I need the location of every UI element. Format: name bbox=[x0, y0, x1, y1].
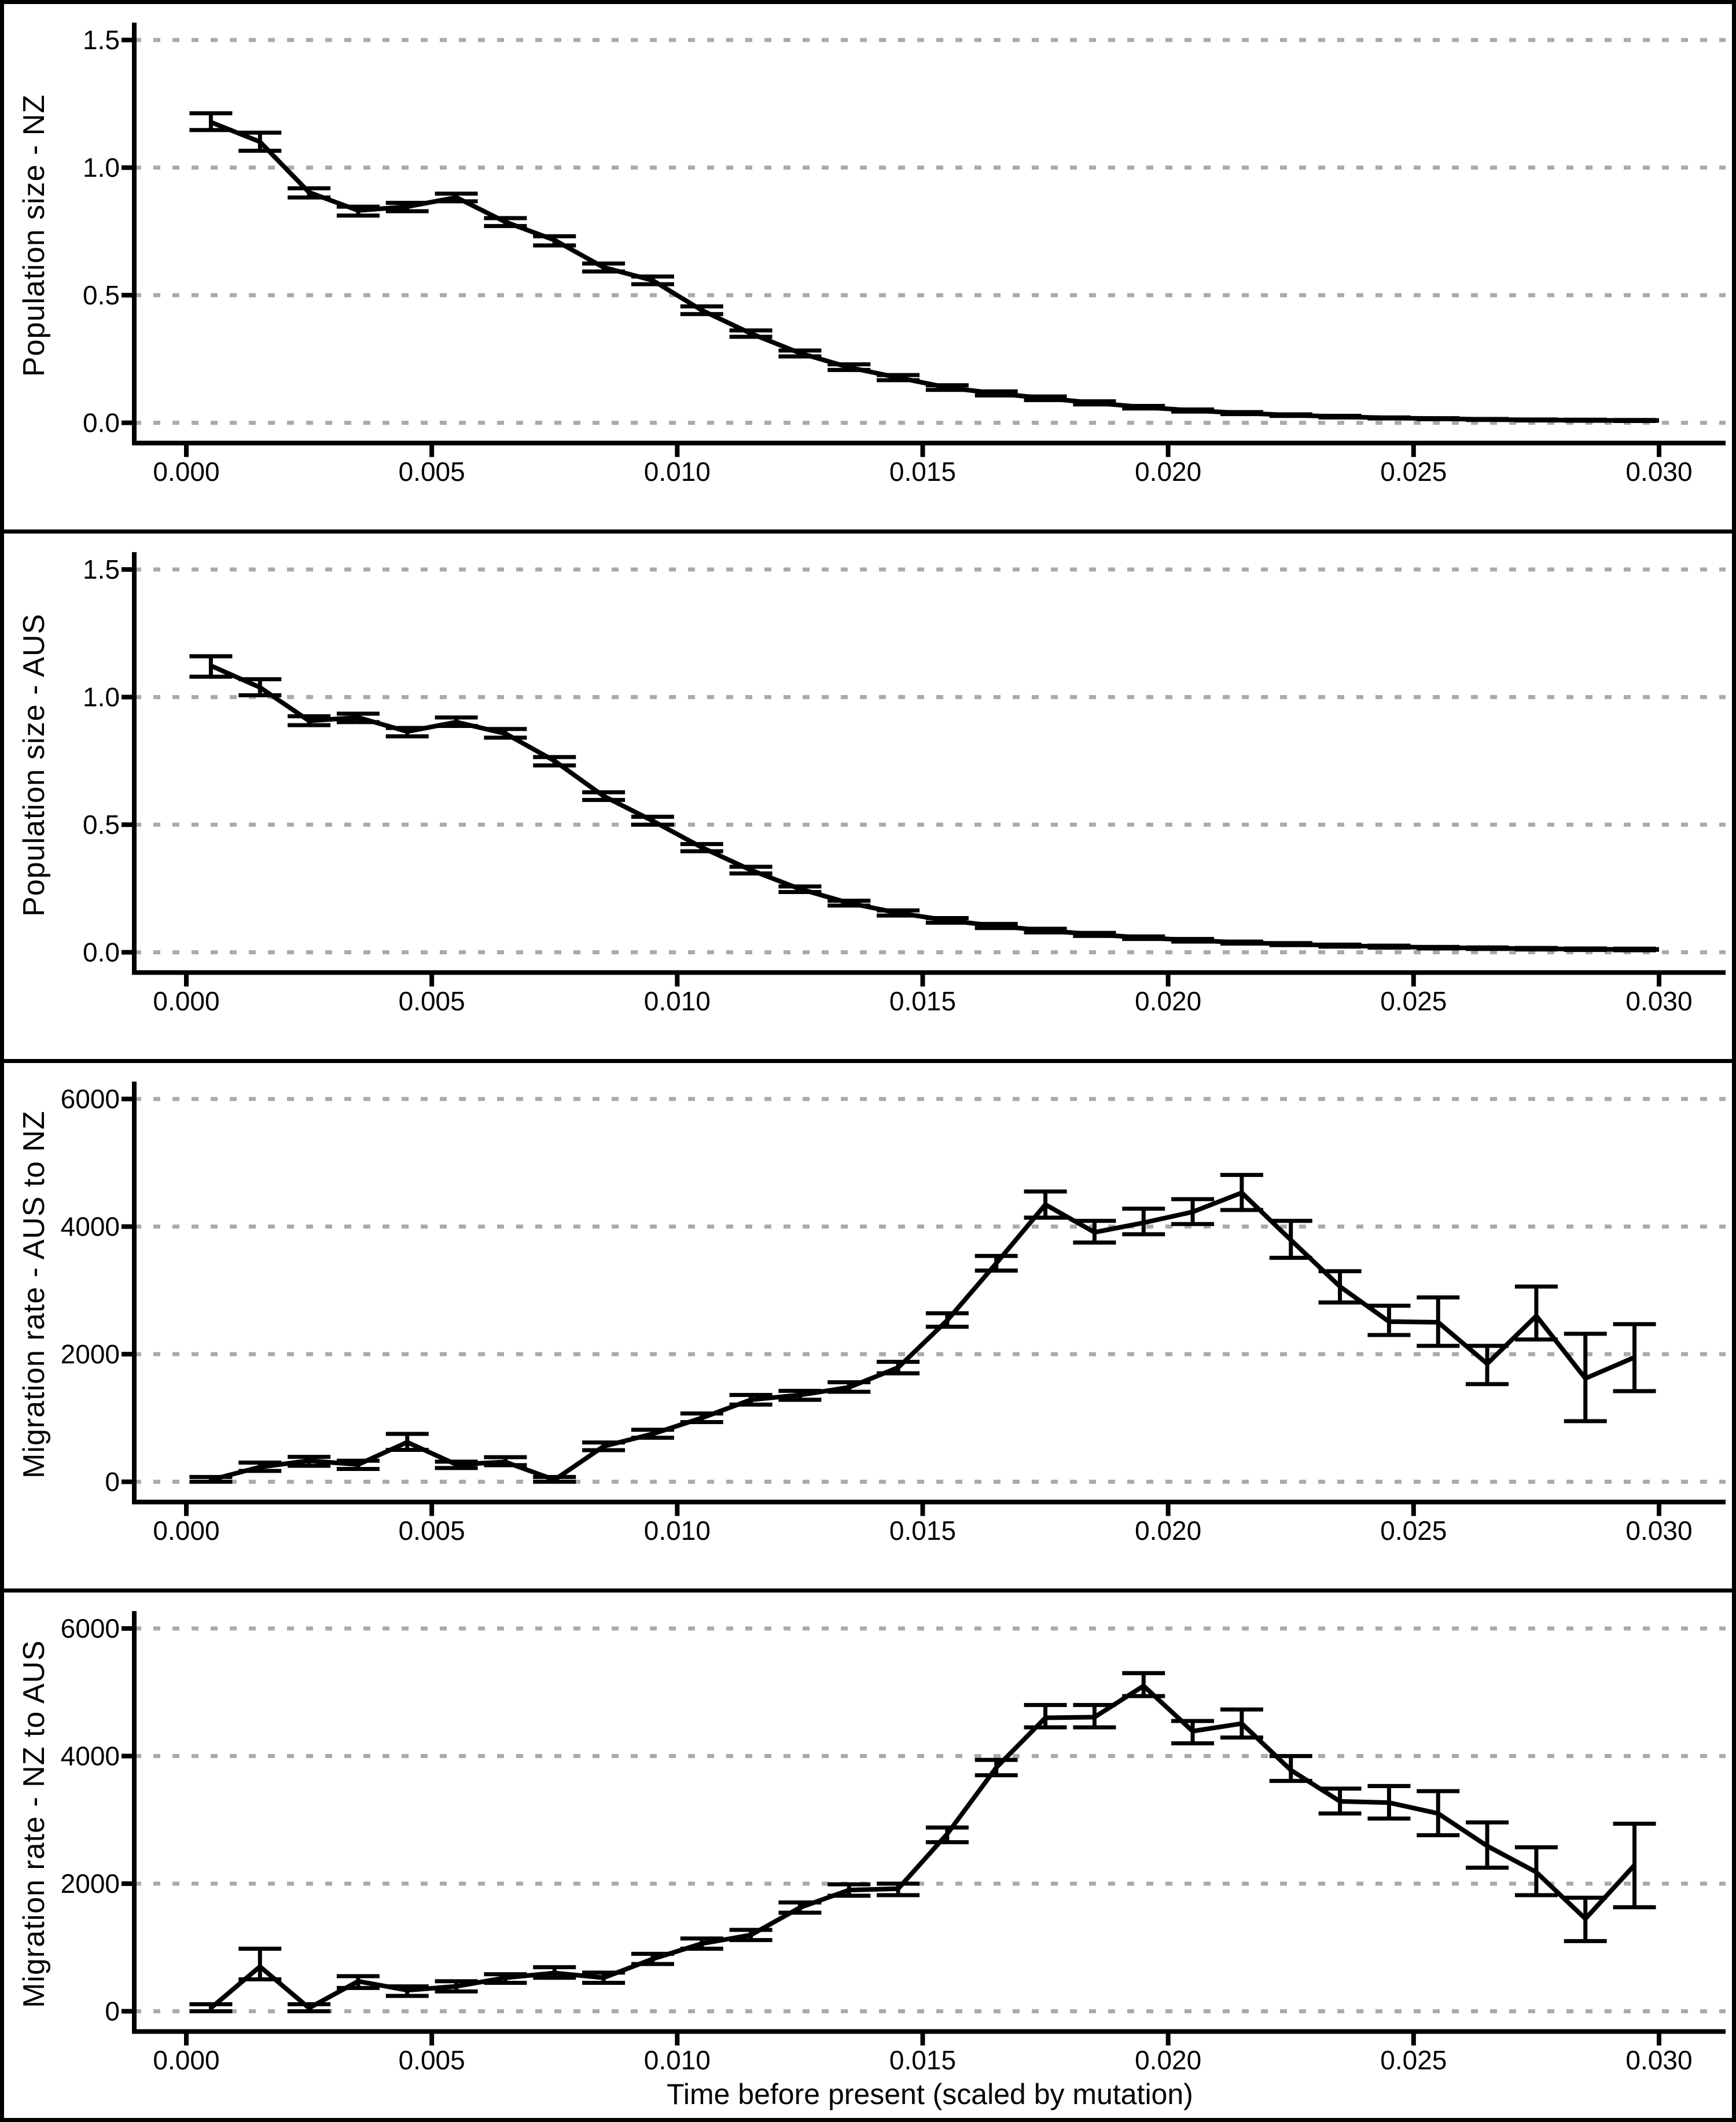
data-line bbox=[209, 120, 1659, 423]
x-tick-label-0.030: 0.030 bbox=[1625, 986, 1692, 1016]
y-tick-label-4000: 4000 bbox=[61, 1741, 120, 1771]
y-gridlines bbox=[134, 1097, 1726, 1484]
panel-population-size-nz: 0.0 0.5 1.0 1.5 0.000 0.005 0.010 0.015 0.020 0.0… bbox=[4, 4, 1732, 534]
data-line bbox=[210, 1190, 1636, 1483]
y-axis-title-migration-rate-aus-to-nz: Migration rate - AUS to NZ bbox=[17, 1110, 51, 1479]
y-tick-label-2000: 2000 bbox=[61, 1869, 120, 1899]
x-axis-ticks: 0.000 0.005 0.010 0.015 0.020 0.025 0.030 bbox=[153, 443, 1693, 487]
axes bbox=[132, 23, 1726, 446]
error-bars bbox=[189, 111, 1656, 424]
panel-migration-rate-nz-to-aus: 0 2000 4000 6000 0.000 0.005 0.010 0.015 0.020 0.… bbox=[4, 1593, 1732, 2118]
x-tick-label-0.000: 0.000 bbox=[153, 457, 219, 487]
x-tick-label-0.020: 0.020 bbox=[1135, 2045, 1201, 2075]
y-tick-label-0.5: 0.5 bbox=[83, 280, 120, 310]
x-tick-label-0.010: 0.010 bbox=[644, 1516, 711, 1546]
y-tick-label-0: 0 bbox=[105, 1996, 120, 2027]
axes bbox=[132, 552, 1726, 975]
y-tick-label-6000: 6000 bbox=[61, 1084, 120, 1114]
y-tick-label-1.0: 1.0 bbox=[83, 153, 120, 183]
y-tick-label-4000: 4000 bbox=[61, 1212, 120, 1242]
x-tick-label-0.000: 0.000 bbox=[153, 2045, 219, 2075]
y-tick-label-1.0: 1.0 bbox=[83, 682, 120, 712]
x-axis-ticks: 0.000 0.005 0.010 0.015 0.020 0.025 0.030 bbox=[153, 1502, 1693, 1546]
x-tick-label-0.010: 0.010 bbox=[644, 457, 711, 487]
x-tick-label-0.005: 0.005 bbox=[399, 1516, 465, 1546]
x-tick-label-0.000: 0.000 bbox=[153, 986, 219, 1016]
x-tick-label-0.005: 0.005 bbox=[399, 986, 465, 1016]
error-bars bbox=[189, 654, 1656, 952]
x-tick-label-0.030: 0.030 bbox=[1625, 2045, 1692, 2075]
x-tick-label-0.000: 0.000 bbox=[153, 1516, 219, 1546]
error-bars bbox=[189, 1671, 1656, 2014]
panel-migration-rate-aus-to-nz: 0 2000 4000 6000 0.000 0.005 0.010 0.015 0.020 0.… bbox=[4, 1063, 1732, 1593]
y-tick-label-0.0: 0.0 bbox=[83, 408, 120, 438]
y-gridlines bbox=[134, 1626, 1726, 2014]
x-tick-label-0.010: 0.010 bbox=[644, 2045, 711, 2075]
x-tick-label-0.010: 0.010 bbox=[644, 986, 711, 1016]
y-tick-label-0.5: 0.5 bbox=[83, 810, 120, 840]
x-tick-label-0.025: 0.025 bbox=[1380, 986, 1447, 1016]
x-tick-label-0.030: 0.030 bbox=[1625, 457, 1692, 487]
y-tick-label-2000: 2000 bbox=[61, 1339, 120, 1369]
y-tick-label-6000: 6000 bbox=[61, 1613, 120, 1643]
y-axis-title-population-size-aus: Population size - AUS bbox=[17, 613, 51, 917]
plot-area-population-size-aus: 0.00.51.01.50.000 0.005 0.010 0.015 0.020 0.0… bbox=[83, 552, 1726, 1016]
axes bbox=[132, 1082, 1726, 1505]
x-axis-ticks: 0.000 0.005 0.010 0.015 0.020 0.025 0.030 bbox=[153, 972, 1693, 1016]
x-tick-label-0.015: 0.015 bbox=[889, 2045, 956, 2075]
x-tick-label-0.025: 0.025 bbox=[1380, 457, 1447, 487]
y-tick-label-1.5: 1.5 bbox=[83, 25, 120, 55]
x-tick-label-0.020: 0.020 bbox=[1135, 457, 1201, 487]
x-tick-label-0.015: 0.015 bbox=[889, 457, 956, 487]
x-tick-label-0.015: 0.015 bbox=[889, 1516, 956, 1546]
x-axis-title: Time before present (scaled by mutation) bbox=[667, 2078, 1193, 2110]
x-tick-label-0.025: 0.025 bbox=[1380, 2045, 1447, 2075]
x-tick-label-0.020: 0.020 bbox=[1135, 986, 1201, 1016]
x-tick-label-0.015: 0.015 bbox=[889, 986, 956, 1016]
y-tick-label-1.5: 1.5 bbox=[83, 554, 120, 584]
y-gridlines bbox=[134, 567, 1726, 955]
y-axis-ticks: 0.0 0.5 1.0 1.5 bbox=[83, 554, 134, 968]
y-tick-label-0.0: 0.0 bbox=[83, 937, 120, 968]
x-tick-label-0.005: 0.005 bbox=[399, 457, 465, 487]
error-bar-point-2 bbox=[238, 1947, 282, 1981]
x-tick-label-0.005: 0.005 bbox=[399, 2045, 465, 2075]
x-tick-label-0.020: 0.020 bbox=[1135, 1516, 1201, 1546]
x-tick-label-0.025: 0.025 bbox=[1380, 1516, 1447, 1546]
data-line bbox=[209, 1683, 1636, 2011]
panel-population-size-aus: 0.0 0.5 1.0 1.5 0.000 0.005 0.010 0.015 0.020 0.0… bbox=[4, 534, 1732, 1063]
data-line bbox=[209, 663, 1659, 952]
y-axis-title-population-size-nz: Population size - NZ bbox=[17, 94, 51, 377]
y-axis-title-migration-rate-nz-to-aus: Migration rate - NZ to AUS bbox=[17, 1640, 51, 2008]
y-axis-ticks: 0.0 0.5 1.0 1.5 bbox=[83, 25, 134, 438]
x-axis-ticks: 0.000 0.005 0.010 0.015 0.020 0.025 0.030 bbox=[153, 2031, 1693, 2075]
y-gridlines bbox=[134, 38, 1726, 425]
axes bbox=[132, 1611, 1726, 2034]
y-tick-label-0: 0 bbox=[105, 1467, 120, 1497]
error-bar-point-28 bbox=[1514, 1284, 1558, 1342]
x-tick-label-0.030: 0.030 bbox=[1625, 1516, 1692, 1546]
y-axis-ticks: 0 2000 4000 6000 bbox=[61, 1613, 134, 2027]
y-axis-ticks: 0 2000 4000 6000 bbox=[61, 1084, 134, 1497]
plot-area-population-size-nz: 0.00.51.01.50.000 0.005 0.010 0.015 0.020 0.0… bbox=[83, 23, 1726, 487]
error-bars bbox=[189, 1172, 1656, 1484]
